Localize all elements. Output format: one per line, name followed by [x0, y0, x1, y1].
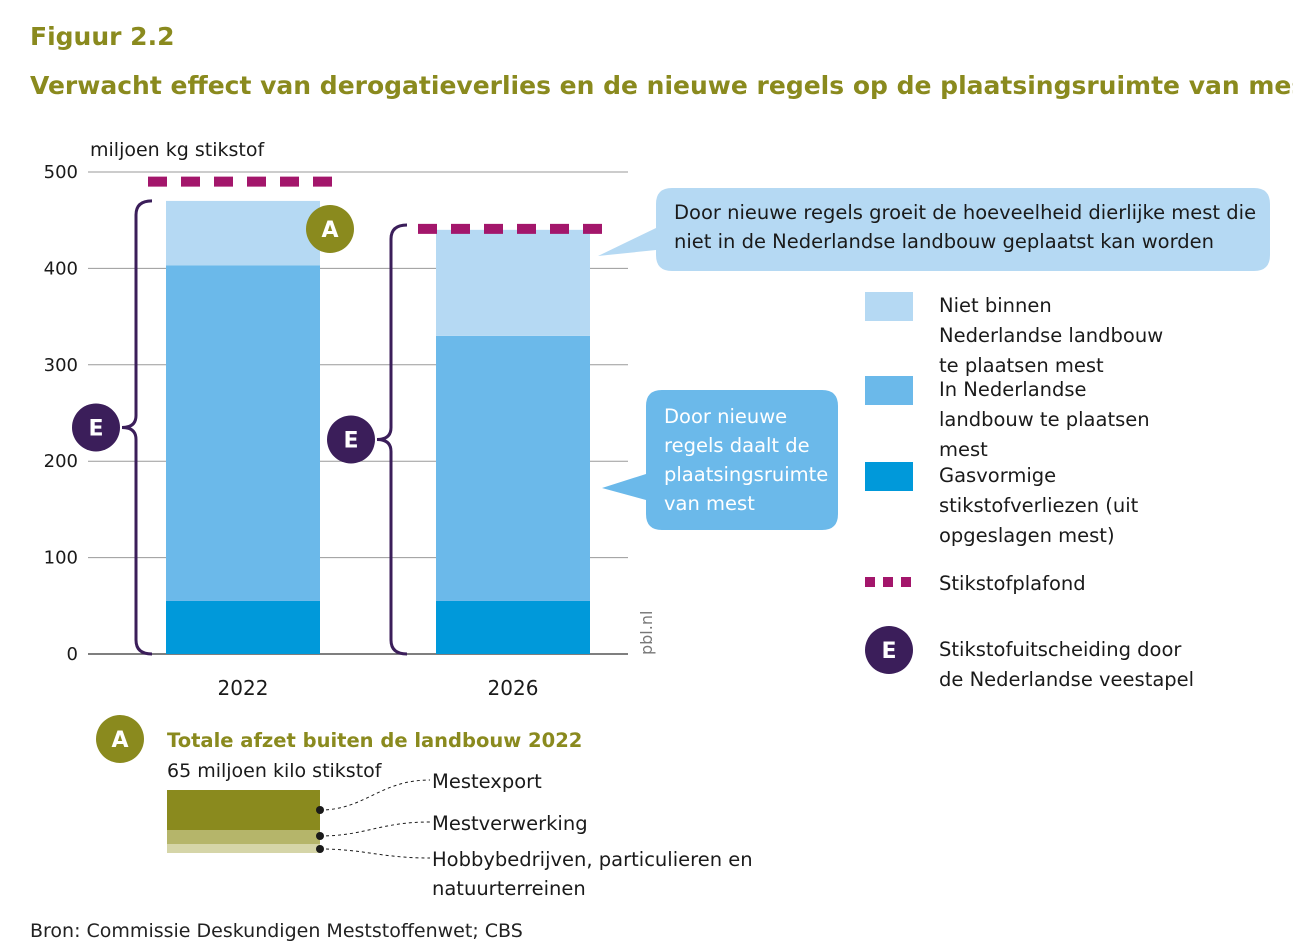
bar-2026-segment-0 [436, 600, 590, 654]
e-badge-2026 [327, 415, 375, 464]
y-tick-label: 0 [67, 644, 78, 665]
figure-title: Verwacht effect van derogatieverlies en … [30, 71, 1293, 100]
watermark: pbl.nl [637, 611, 656, 655]
y-tick-label: 400 [44, 258, 78, 279]
bar-2026-segment-1 [436, 335, 590, 601]
inset-title: Totale afzet buiten de landbouw 2022 [167, 729, 582, 752]
brace-2022 [121, 199, 153, 656]
callout-box-1 [598, 188, 1270, 271]
legend-swatch-2 [865, 462, 913, 491]
inset-a-badge-letter: A [111, 728, 128, 753]
callout-text-1: Door nieuwe regels groeit de hoeveelheid… [674, 201, 1256, 253]
inset-label-1: Mestverwerking [432, 812, 588, 835]
e-badge-2022 [72, 403, 120, 452]
a-badge-2022-letter: A [321, 218, 338, 243]
y-tick-label: 300 [44, 355, 78, 376]
bar-2022-segment-2 [166, 200, 320, 266]
inset-a-badge [96, 715, 144, 763]
brace-2026 [376, 223, 408, 656]
y-tick-label: 100 [44, 548, 78, 569]
inset-leader-line-0 [319, 779, 431, 811]
inset-segment-0 [167, 790, 320, 830]
e-badge-2026-letter: E [343, 429, 358, 454]
inset-label-2: Hobbybedrijven, particulieren en natuurte… [432, 848, 753, 900]
callout-text-2: Door nieuwe regels daalt de plaatsingsruim… [664, 405, 828, 515]
legend-label-3: Stikstofplafond [939, 572, 1086, 595]
inset-leader-line-1 [319, 821, 431, 837]
y-axis-label: miljoen kg stikstof [90, 139, 265, 161]
inset-subtitle: 65 miljoen kilo stikstof [167, 760, 383, 782]
legend-label-1: In Nederlandse landbouw te plaatsen mest [939, 378, 1150, 461]
legend-label-2: Gasvormige stikstofverliezen (uit opgeslag… [939, 464, 1139, 547]
legend-label-4: Stikstofuitscheiding door de Nederlandse … [939, 638, 1194, 691]
legend-swatch-0 [865, 292, 913, 321]
inset-leader-line-2 [319, 848, 431, 859]
figure-number: Figuur 2.2 [30, 22, 175, 51]
bar-2026-segment-2 [436, 229, 590, 336]
source-note: Bron: Commissie Deskundigen Meststoffenw… [30, 920, 523, 942]
y-tick-label: 500 [44, 162, 78, 183]
callout-box-2 [602, 390, 838, 530]
bar-2022-segment-0 [166, 600, 320, 654]
inset-label-0: Mestexport [432, 770, 542, 793]
legend-label-0: Niet binnen Nederlandse landbouw te plaats… [939, 294, 1163, 377]
legend-swatch-1 [865, 376, 913, 405]
x-tick-label: 2022 [218, 676, 269, 700]
inset-segment-2 [167, 844, 320, 853]
y-tick-label: 200 [44, 451, 78, 472]
legend-badge [865, 626, 913, 674]
bar-2022-segment-1 [166, 265, 320, 601]
inset-segment-1 [167, 830, 320, 844]
e-badge-2022-letter: E [88, 416, 103, 441]
x-tick-label: 2026 [488, 676, 539, 700]
legend-badge-letter: E [881, 639, 896, 664]
a-badge-2022 [306, 205, 354, 253]
